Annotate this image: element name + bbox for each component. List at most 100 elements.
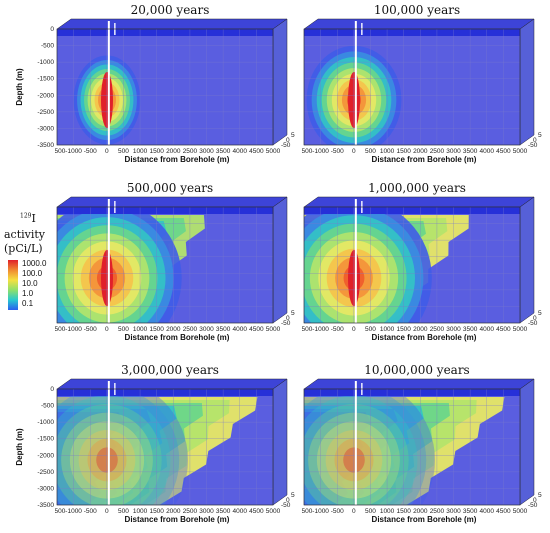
- plume-contour: [57, 395, 171, 505]
- x-tick-label: 3500: [216, 508, 231, 515]
- plot-svg: -1500-1000-50005001000150020002500300035…: [55, 378, 295, 524]
- plot-panel: 3,000,000 years-1500-1000-50005001000150…: [55, 363, 295, 530]
- panel-title: 1,000,000 years: [368, 181, 466, 195]
- x-tick-label: 1000: [380, 148, 395, 155]
- plume-contour: [304, 395, 418, 505]
- concentration-band: [57, 415, 99, 505]
- y-axis-svg: [0, 183, 55, 348]
- y-tick-label: -3000: [37, 125, 54, 132]
- panel-title: 100,000 years: [373, 3, 461, 17]
- x-tick-label: 1000: [133, 326, 148, 333]
- box-top-face: [303, 18, 535, 30]
- x-tick-label: 1500: [149, 508, 164, 515]
- y-tick-label: -1500: [37, 436, 54, 443]
- legend-isotope-symbol: I: [31, 212, 36, 225]
- z-tick-label: 0: [286, 315, 290, 322]
- x-tick-label: 4000: [480, 326, 495, 333]
- x-tick-label: 1000: [380, 326, 395, 333]
- x-tick-label: 4500: [496, 326, 511, 333]
- x-tick-label: 500: [365, 148, 376, 155]
- z-tick-label: 50: [291, 492, 295, 499]
- y-tick-label: -3500: [37, 502, 54, 509]
- x-tick-label: 2500: [430, 326, 445, 333]
- x-tick-label: 500: [118, 148, 129, 155]
- x-tick-label: 4000: [233, 148, 248, 155]
- top-layer: [57, 389, 273, 396]
- legend-value-1000: 1000.0: [22, 259, 47, 268]
- box-outline: [56, 206, 274, 324]
- x-axis-label: Distance from Borehole (m): [125, 515, 230, 524]
- panel-title: 500,000 years: [126, 181, 214, 195]
- panel-title: 10,000,000 years: [364, 363, 470, 377]
- z-tick-label: 0: [533, 497, 537, 504]
- z-tick-label: 0: [286, 497, 290, 504]
- z-tick-label: -50: [528, 502, 538, 509]
- box-top-face: [303, 196, 535, 208]
- x-tick-label: -1500: [302, 148, 313, 155]
- plume-contour: [57, 389, 180, 505]
- x-tick-label: 0: [105, 508, 109, 515]
- legend-value-0.1: 0.1: [22, 299, 34, 308]
- x-tick-label: -1500: [302, 326, 313, 333]
- box-right-face: [519, 196, 535, 324]
- x-tick-label: 3000: [199, 326, 214, 333]
- x-tick-label: -1500: [55, 326, 66, 333]
- legend-colorbar: [8, 260, 18, 310]
- box-top-face: [56, 378, 288, 390]
- plot-svg: -1500-1000-50005001000150020002500300035…: [55, 196, 295, 342]
- x-tick-label: 2500: [183, 326, 198, 333]
- x-tick-label: 2000: [413, 508, 428, 515]
- x-tick-label: 3000: [446, 508, 461, 515]
- x-tick-label: 0: [105, 148, 109, 155]
- x-tick-label: 2000: [413, 148, 428, 155]
- box-right-face: [519, 378, 535, 506]
- x-tick-label: 3000: [199, 148, 214, 155]
- legend-value-1: 1.0: [22, 289, 34, 298]
- box-right-face: [519, 18, 535, 146]
- top-layer: [57, 29, 273, 36]
- legend-value-10: 10.0: [22, 279, 38, 288]
- x-tick-label: 5000: [513, 148, 528, 155]
- x-tick-label: -1000: [65, 326, 82, 333]
- concentration-band: [304, 415, 346, 505]
- y-tick-label: 0: [50, 26, 54, 33]
- plume-contour: [57, 389, 188, 505]
- panel-title: 20,000 years: [130, 3, 210, 17]
- legend-isotope: 129I: [20, 212, 36, 225]
- x-tick-label: -500: [84, 508, 97, 515]
- z-tick-label: 0: [533, 137, 537, 144]
- x-tick-label: -500: [331, 508, 344, 515]
- x-tick-label: 4500: [249, 508, 264, 515]
- z-tick-label: 50: [291, 132, 295, 139]
- x-tick-label: 1000: [133, 508, 148, 515]
- x-tick-label: 1500: [396, 326, 411, 333]
- x-tick-label: -1000: [312, 326, 329, 333]
- x-tick-label: 3500: [216, 326, 231, 333]
- z-tick-label: 50: [538, 310, 542, 317]
- x-tick-label: 2500: [430, 508, 445, 515]
- y-tick-label: -2500: [37, 109, 54, 116]
- z-tick-label: 0: [533, 315, 537, 322]
- top-layer: [304, 29, 520, 36]
- x-tick-label: 0: [105, 326, 109, 333]
- x-axis-label: Distance from Borehole (m): [125, 333, 230, 342]
- activity-legend: 129I activity (pCi/L) 1000.0 100.0 10.0 …: [4, 212, 64, 322]
- x-tick-label: 0: [352, 326, 356, 333]
- plot-panel: 100,000 years-1500-1000-5000500100015002…: [302, 3, 542, 170]
- x-axis-label: Distance from Borehole (m): [372, 515, 477, 524]
- x-tick-label: 4000: [480, 148, 495, 155]
- box-outline: [303, 28, 521, 146]
- x-tick-label: 500: [118, 508, 129, 515]
- x-tick-label: -1500: [302, 508, 313, 515]
- x-tick-label: 3000: [446, 326, 461, 333]
- y-tick-label: -2500: [37, 469, 54, 476]
- plume-contour: [304, 389, 427, 505]
- x-tick-label: 3500: [463, 508, 478, 515]
- y-tick-label: -1000: [37, 419, 54, 426]
- x-tick-label: 1500: [149, 148, 164, 155]
- x-tick-label: 3500: [463, 148, 478, 155]
- z-tick-label: -50: [528, 320, 538, 327]
- x-tick-label: 1500: [396, 148, 411, 155]
- legend-title: activity: [4, 228, 46, 241]
- x-tick-label: 4500: [249, 326, 264, 333]
